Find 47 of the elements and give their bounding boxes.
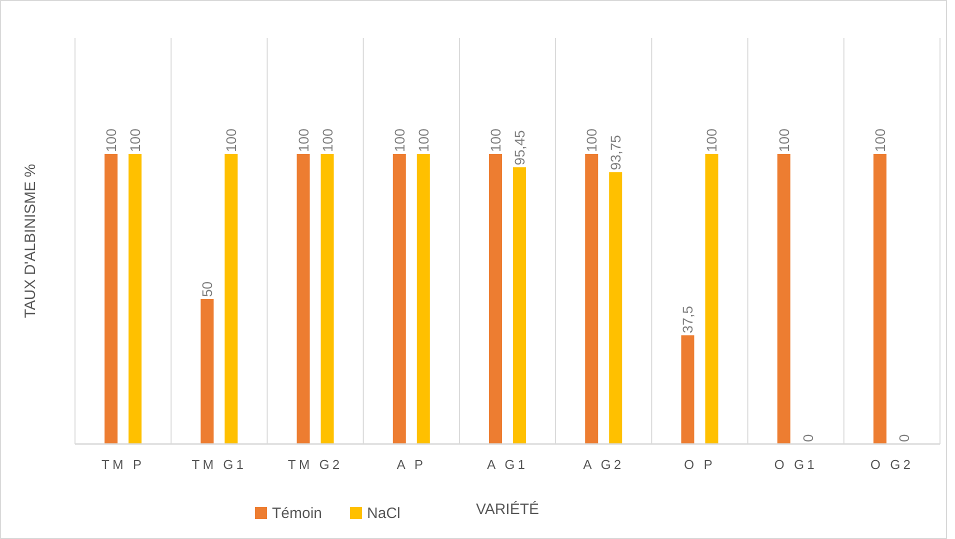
- bar: [873, 154, 886, 444]
- x-tick-label: O G1: [774, 457, 818, 472]
- data-label: 100: [103, 128, 120, 152]
- bar: [489, 154, 502, 444]
- bar: [585, 154, 598, 444]
- x-tick-label: A P: [396, 457, 426, 472]
- x-tick-label: TM P: [102, 457, 145, 472]
- x-tick-label: O P: [684, 457, 716, 472]
- bar: [777, 154, 790, 444]
- x-tick-label: TM G2: [288, 457, 343, 472]
- data-label: 93,75: [608, 134, 624, 170]
- data-label: 100: [584, 128, 600, 152]
- x-axis-title: VARIÉTÉ: [476, 500, 540, 518]
- bar: [416, 154, 430, 444]
- bar: [392, 154, 406, 444]
- bar: [681, 335, 694, 444]
- legend-label: NaCl: [367, 505, 400, 522]
- data-label: 100: [415, 128, 432, 152]
- data-label: 100: [872, 128, 888, 152]
- x-tick-label: O G2: [870, 457, 914, 472]
- data-label: 100: [319, 128, 336, 152]
- data-label: 95,45: [512, 130, 528, 166]
- y-axis-title: TAUX D'ALBINISME %: [22, 164, 39, 318]
- data-label: 100: [127, 128, 144, 152]
- bar: [128, 154, 142, 444]
- data-label: 100: [391, 128, 408, 152]
- data-label: 0: [800, 434, 816, 442]
- data-label: 37,5: [680, 306, 696, 334]
- legend-label: Témoin: [272, 505, 322, 522]
- data-label: 50: [199, 281, 216, 297]
- bar: [104, 154, 118, 444]
- bar: [609, 172, 622, 444]
- bar: [513, 167, 526, 444]
- data-label: 0: [896, 434, 912, 442]
- bar: [200, 299, 214, 444]
- x-tick-label: A G2: [583, 457, 624, 472]
- bar: [296, 154, 310, 444]
- bar: [224, 154, 238, 444]
- data-label: 100: [223, 128, 240, 152]
- bar: [705, 154, 718, 444]
- data-label: 100: [295, 128, 312, 152]
- data-label: 100: [488, 128, 504, 152]
- data-label: 100: [776, 128, 792, 152]
- bar: [320, 154, 334, 444]
- data-label: 100: [704, 128, 720, 152]
- x-tick-label: TM G1: [192, 457, 247, 472]
- x-tick-label: A G1: [487, 457, 528, 472]
